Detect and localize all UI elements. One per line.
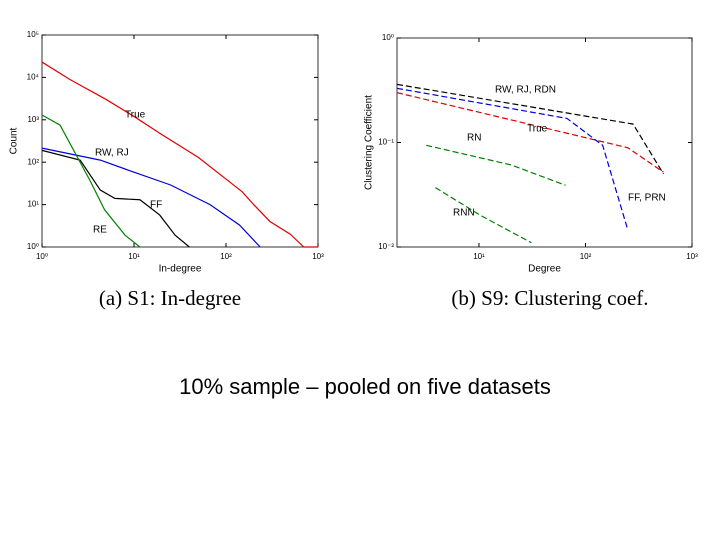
series-label: True (125, 110, 146, 121)
plot-frame (396, 37, 693, 248)
x-axis-label: Degree (528, 264, 561, 275)
y-axis-label: Count (9, 127, 20, 154)
series-label: RN (467, 133, 481, 144)
series-line (41, 61, 318, 248)
series-line (41, 147, 261, 248)
y-tick-label: 10⁴ (27, 73, 40, 82)
series-line (396, 83, 665, 175)
series-line (41, 149, 190, 248)
series-line (41, 114, 141, 248)
y-tick-label: 10⁰ (27, 242, 39, 251)
series-label: RNN (453, 208, 475, 219)
chart-caption: (b) S9: Clustering coef. (451, 286, 648, 310)
plot-frame (41, 34, 319, 248)
y-tick-label: 10⁻¹ (378, 138, 394, 147)
x-tick-label: 10² (220, 252, 232, 261)
x-tick-label: 10³ (312, 252, 324, 261)
y-tick-label: 10³ (27, 115, 39, 124)
series-label: True (527, 124, 548, 135)
series-label: RE (93, 225, 107, 236)
y-tick-label: 10⁰ (382, 33, 394, 42)
series-label: FF (150, 200, 162, 211)
x-tick-label: 10⁰ (36, 252, 48, 261)
series-label: RW, RJ, RDN (495, 85, 556, 96)
series-label: FF, PRN (628, 193, 666, 204)
x-axis-label: In-degree (159, 264, 202, 275)
series-line (396, 92, 664, 173)
series-line (435, 187, 532, 244)
chart-caption: (a) S1: In-degree (99, 286, 241, 310)
y-axis-label: Clustering Coefficient (364, 95, 375, 190)
series-label: RW, RJ (95, 148, 129, 159)
x-tick-label: 10¹ (128, 252, 140, 261)
x-tick-label: 10¹ (473, 252, 485, 261)
y-tick-label: 10⁵ (27, 30, 39, 39)
y-tick-label: 10¹ (27, 200, 39, 209)
x-tick-label: 10² (580, 252, 592, 261)
series-line (396, 87, 629, 231)
x-tick-label: 10³ (686, 252, 698, 261)
slide-text: 10% sample – pooled on five datasets (179, 374, 551, 399)
y-tick-label: 10⁻² (378, 242, 394, 251)
y-tick-label: 10² (27, 157, 39, 166)
series-line (426, 144, 566, 186)
